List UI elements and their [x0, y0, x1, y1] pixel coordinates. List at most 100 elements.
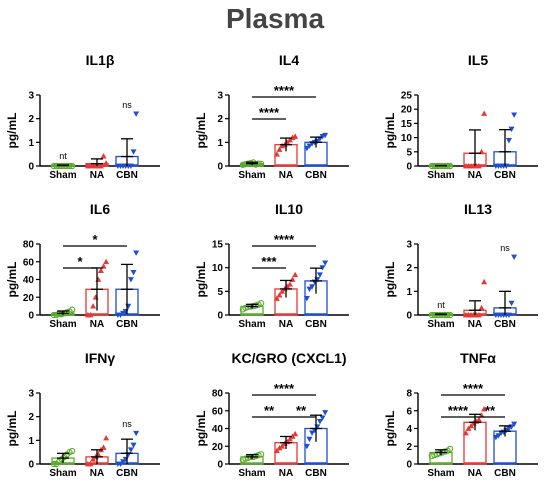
x-tick-label: NA [468, 468, 482, 479]
data-point [257, 300, 265, 307]
y-tick-label: 8 [406, 389, 412, 400]
data-point [446, 162, 454, 170]
y-axis-label: pg/mL [194, 411, 208, 447]
data-point [446, 311, 454, 319]
significance-stars: **** [259, 105, 280, 120]
y-axis-label: pg/mL [5, 411, 19, 447]
data-point [508, 300, 515, 307]
data-point [505, 138, 512, 144]
x-tick-label: Sham [427, 468, 454, 479]
data-point [273, 295, 280, 301]
y-tick-label: 2 [28, 114, 34, 125]
x-tick-label: CBN [494, 468, 516, 479]
y-axis-label: pg/mL [383, 411, 397, 447]
y-tick-label: 25 [401, 91, 413, 102]
data-point [100, 263, 107, 269]
significance-stars: **** [448, 403, 469, 418]
data-point [303, 296, 310, 302]
x-tick-label: Sham [427, 170, 454, 181]
panel-6: IFNγ pg/mL 0 1 2 3 Sham NA CBN ns [5, 350, 160, 479]
y-axis-label: pg/mL [194, 113, 208, 149]
x-tick-label: NA [90, 170, 104, 181]
data-point [276, 146, 283, 152]
data-point [292, 133, 299, 139]
x-tick-label: NA [468, 319, 482, 330]
data-point [481, 110, 488, 116]
data-point [508, 126, 515, 133]
x-tick-label: Sham [49, 170, 76, 181]
data-point [511, 112, 518, 118]
y-tick-label: 40 [23, 275, 35, 286]
y-tick-label: 0 [28, 162, 34, 173]
x-tick-label: CBN [116, 170, 138, 181]
data-point [103, 160, 110, 166]
data-point [117, 461, 124, 467]
data-point [319, 415, 326, 421]
x-tick-label: CBN [305, 319, 327, 330]
panel-title: IL10 [275, 201, 303, 217]
y-tick-label: 3 [28, 91, 34, 102]
data-point [475, 163, 482, 169]
significance-stars: **** [463, 381, 484, 396]
y-tick-label: 6 [406, 406, 412, 417]
y-tick-label: 2 [28, 412, 34, 423]
y-axis-label: pg/mL [383, 262, 397, 298]
data-point [103, 434, 110, 441]
y-tick-label: 10 [401, 133, 413, 144]
y-tick-label: 1 [217, 138, 223, 149]
significance-stars: ** [296, 403, 307, 418]
data-point [316, 419, 323, 425]
y-tick-label: 2 [406, 263, 412, 274]
x-tick-label: CBN [116, 319, 138, 330]
panel-0: IL1β pg/mL 0 1 2 3 Sham NA CBN nt ns [5, 52, 160, 181]
x-tick-label: Sham [238, 319, 265, 330]
y-tick-label: 0 [28, 460, 34, 471]
figure-title: Plasma [225, 3, 325, 34]
data-point [292, 430, 299, 437]
y-axis-label: pg/mL [5, 113, 19, 149]
data-point [130, 149, 137, 155]
data-point [292, 271, 299, 278]
y-tick-label: 0 [217, 311, 223, 322]
panel-5: IL13 pg/mL 0 1 2 3 Sham NA CBN nt ns [383, 201, 538, 330]
y-tick-label: 15 [212, 240, 224, 251]
y-tick-label: 3 [28, 389, 34, 400]
data-point [478, 412, 485, 418]
x-tick-label: NA [468, 170, 482, 181]
significance-label: nt [437, 300, 445, 310]
data-point [133, 250, 140, 256]
y-tick-label: 10 [212, 263, 224, 274]
data-point [87, 312, 94, 318]
x-tick-label: NA [279, 319, 293, 330]
y-tick-label: 15 [401, 119, 413, 130]
significance-stars: * [92, 232, 98, 247]
y-tick-label: 3 [406, 240, 412, 251]
data-point [68, 306, 76, 313]
significance-label: ns [500, 243, 510, 253]
data-point [127, 277, 134, 283]
data-point [257, 160, 265, 168]
x-tick-label: Sham [49, 468, 76, 479]
y-tick-label: 2 [217, 114, 223, 125]
y-tick-label: 80 [23, 240, 35, 251]
data-point [309, 284, 316, 290]
data-point [87, 461, 94, 467]
y-tick-label: 0 [28, 311, 34, 322]
data-point [100, 444, 107, 450]
data-point [273, 151, 280, 157]
y-tick-label: 5 [406, 147, 412, 158]
data-point [478, 304, 485, 311]
y-tick-label: 1 [28, 436, 34, 447]
panel-1: IL4 pg/mL 0 1 2 3 Sham NA CBN **** **** [194, 52, 349, 181]
y-axis-label: pg/mL [383, 113, 397, 149]
panel-title: KC/GRO (CXCL1) [231, 350, 346, 366]
x-tick-label: CBN [494, 170, 516, 181]
panel-title: IL6 [90, 201, 110, 217]
data-point [127, 163, 134, 169]
y-tick-label: 3 [217, 91, 223, 102]
data-point [130, 270, 137, 276]
data-point [475, 312, 482, 318]
data-point [130, 442, 137, 449]
